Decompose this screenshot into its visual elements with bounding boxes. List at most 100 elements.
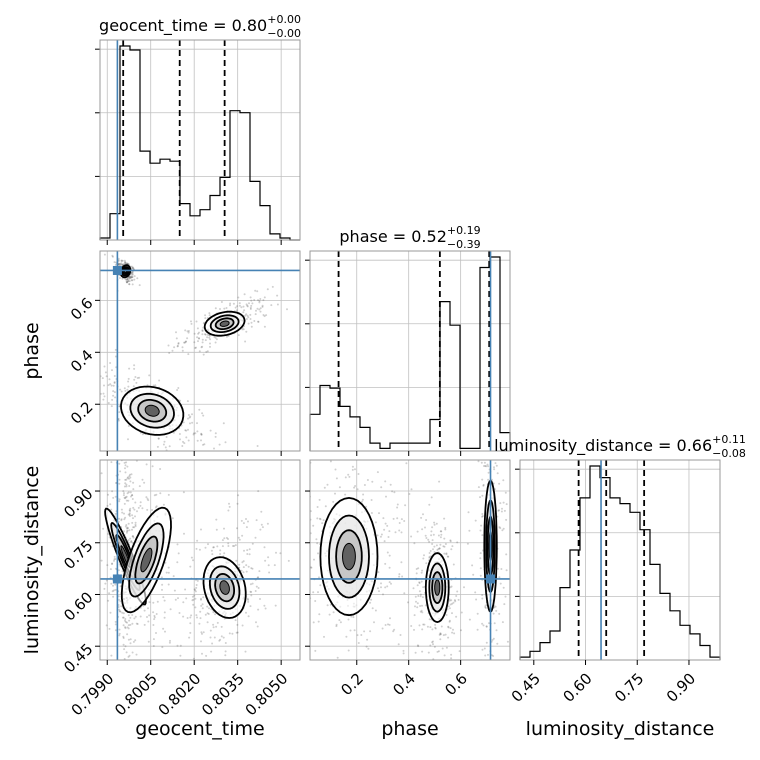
scatter-point: [302, 583, 304, 585]
scatter-point: [370, 708, 372, 710]
x-tick-label: 0.75: [611, 670, 647, 706]
scatter-point: [126, 281, 129, 284]
scatter-point: [127, 278, 130, 281]
scatter-point: [147, 640, 150, 643]
scatter-point: [185, 597, 188, 600]
scatter-point: [398, 522, 401, 524]
scatter-point: [231, 632, 234, 635]
scatter-point: [307, 656, 309, 658]
scatter-point: [183, 341, 186, 344]
scatter-point: [419, 593, 422, 596]
scatter-point: [497, 670, 499, 672]
scatter-point: [162, 596, 165, 599]
scatter-point: [195, 584, 198, 586]
scatter-point: [125, 478, 128, 481]
scatter-point: [316, 506, 319, 508]
scatter-point: [129, 276, 132, 279]
scatter-point: [214, 336, 217, 339]
scatter-point: [126, 633, 129, 636]
scatter-point: [498, 576, 501, 579]
scatter-point: [483, 461, 486, 464]
histogram-luminosity-distance: 0.45 0.60 0.75 0.90 luminosity_distance = 0.…: [494, 433, 746, 706]
scatter-point: [388, 530, 391, 533]
scatter-point: [324, 505, 327, 508]
scatter-point: [187, 414, 190, 416]
scatter-point: [424, 526, 426, 529]
scatter-point: [244, 340, 247, 343]
scatter-point: [196, 430, 199, 433]
scatter-point: [322, 671, 324, 673]
scatter-point: [354, 485, 357, 487]
x-tick-label: 0.7990: [68, 670, 118, 720]
scatter-point: [418, 624, 421, 627]
scatter-point: [276, 294, 279, 297]
scatter-point: [208, 312, 211, 315]
scatter-point: [436, 650, 439, 653]
scatter-point: [415, 572, 418, 575]
scatter-point: [177, 597, 179, 600]
scatter-point: [451, 545, 454, 548]
scatter-point: [131, 272, 134, 275]
scatter-point: [240, 306, 243, 309]
scatter-point: [148, 614, 151, 617]
scatter-point: [450, 657, 453, 660]
scatter-point: [328, 613, 331, 616]
scatter-point: [401, 575, 404, 578]
scatter-point: [186, 337, 189, 340]
scatter-point: [250, 304, 253, 307]
scatter-point: [111, 590, 114, 593]
scatter-point: [224, 654, 227, 657]
scatter-point: [111, 254, 114, 257]
scatter-point: [447, 626, 450, 629]
scatter-point: [384, 480, 387, 483]
scatter-point: [456, 660, 458, 662]
scatter-point: [195, 586, 198, 589]
scatter-point: [291, 479, 293, 481]
scatter-point: [484, 696, 486, 698]
scatter-point: [447, 605, 450, 608]
scatter-point: [119, 600, 122, 603]
scatter-point: [445, 646, 448, 649]
scatter-point: [126, 492, 129, 495]
scatter-point: [444, 528, 447, 531]
scatter-point: [505, 518, 508, 521]
scatter-point: [421, 604, 423, 607]
scatter-point: [201, 338, 204, 341]
scatter-point: [127, 263, 130, 266]
scatter-point: [259, 298, 262, 300]
y-tick-label: 0.6: [67, 294, 97, 324]
scatter-point: [450, 548, 453, 551]
scatter-point: [341, 443, 343, 445]
scatter-point: [425, 562, 428, 565]
scatter-point: [121, 511, 124, 514]
scatter-point: [303, 604, 305, 606]
scatter-point: [243, 293, 246, 296]
scatter-point: [208, 607, 210, 610]
scatter-point: [438, 480, 441, 483]
scatter-point: [256, 625, 259, 628]
scatter-point: [125, 280, 128, 283]
scatter-point: [114, 583, 117, 586]
scatter-point: [78, 341, 80, 343]
scatter-point: [374, 609, 377, 612]
scatter-point: [177, 387, 180, 389]
scatter-point: [124, 619, 126, 622]
scatter-point: [298, 602, 300, 604]
scatter-point: [246, 549, 249, 552]
scatter-point: [118, 405, 121, 408]
scatter-point: [439, 543, 442, 546]
scatter-point: [245, 611, 247, 614]
scatter-point: [380, 533, 383, 536]
panel-frame: [99, 250, 301, 452]
scatter-point: [410, 488, 413, 491]
scatter-point: [165, 436, 168, 438]
scatter-point: [118, 608, 121, 611]
scatter-point: [429, 626, 432, 629]
y-tick-label: 0.60: [60, 588, 96, 624]
scatter-point: [410, 535, 413, 538]
title-phase: phase = 0.52+0.19: [339, 224, 480, 246]
scatter-point: [400, 531, 403, 534]
scatter-point: [307, 607, 309, 609]
scatter-point: [126, 626, 129, 629]
scatter-point: [128, 275, 131, 278]
